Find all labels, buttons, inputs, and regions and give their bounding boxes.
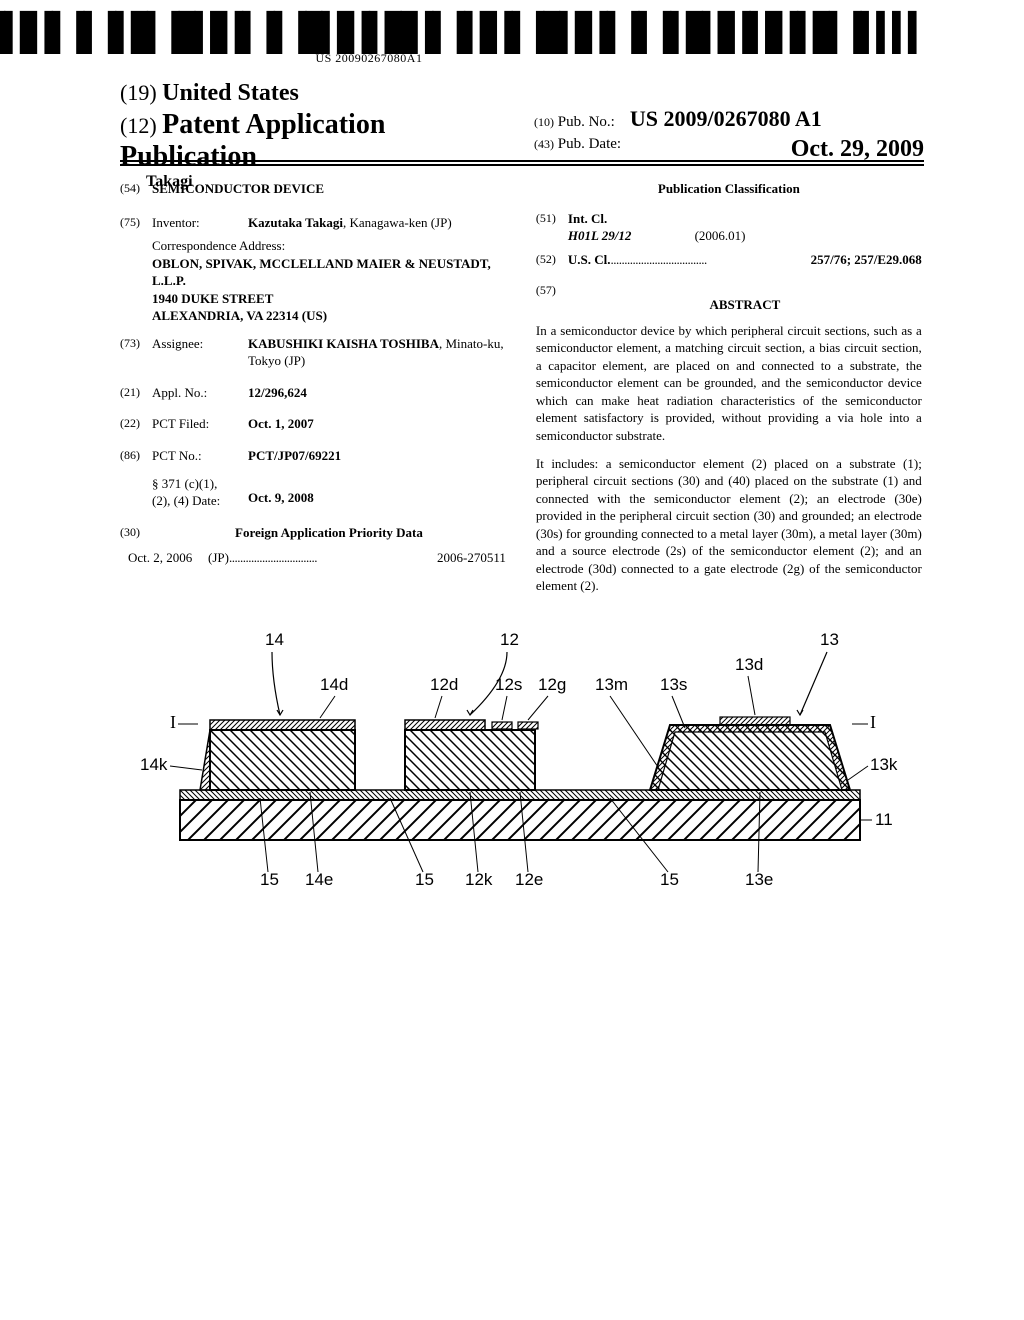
corr-line-3: ALEXANDRIA, VA 22314 (US) (152, 307, 506, 325)
corr-line-1: OBLON, SPIVAK, MCCLELLAND MAIER & NEUSTA… (152, 255, 506, 290)
applno-label: Appl. No.: (152, 384, 248, 402)
fig-label-14: 14 (265, 630, 284, 649)
inventor-name: Kazutaka Takagi (248, 215, 343, 230)
foreign-date: Oct. 2, 2006 (128, 549, 208, 567)
content-columns: (54) SEMICONDUCTOR DEVICE (75) Inventor:… (120, 180, 924, 605)
doc-type: Patent Application Publication (120, 109, 385, 172)
fig-label-14e: 14e (305, 870, 333, 889)
pubno-label: Pub. No.: (558, 114, 615, 130)
assignee-name: KABUSHIKI KAISHA TOSHIBA (248, 336, 439, 351)
inventor-loc: , Kanagawa-ken (JP) (343, 215, 452, 230)
patent-figure: 14 12 13 14d 12d 12s 12g 13m 13s 13d (130, 610, 900, 910)
barcode-icon: ▌▌▌▌▐█▌█▐█▌▐▌█▐▌▐▌▐▌█▌▐█▌█▐▌▐▌▐█▌█▐▌██▐▌… (0, 16, 924, 49)
fig-label-12k: 12k (465, 870, 493, 889)
inventor-label: Inventor: (152, 214, 248, 232)
dots-icon (611, 251, 707, 269)
foreign-num: (30) (120, 524, 152, 542)
intcl-label: Int. Cl. (568, 210, 922, 228)
right-column: Publication Classification (51) Int. Cl.… (536, 180, 922, 605)
header-rule-2 (120, 164, 924, 166)
fig-label-14d: 14d (320, 675, 348, 694)
header-left: (19) United States (12) Patent Applicati… (120, 80, 500, 191)
left-column: (54) SEMICONDUCTOR DEVICE (75) Inventor:… (120, 180, 506, 605)
intcl-num: (51) (536, 210, 568, 245)
fig-label-15-m: 15 (415, 870, 434, 889)
pctfiled-num: (22) (120, 415, 152, 433)
uscl-label: U.S. Cl. (568, 251, 611, 269)
appl-number: 12/296,624 (248, 384, 506, 402)
corr-line-2: 1940 DUKE STREET (152, 290, 506, 308)
fig-label-13: 13 (820, 630, 839, 649)
assignee-label: Assignee: (152, 335, 248, 370)
uscl-num: (52) (536, 251, 568, 269)
fig-label-13m: 13m (595, 675, 628, 694)
fig-label-12g: 12g (538, 675, 566, 694)
foreign-priority-row: Oct. 2, 2006 (JP) 2006-270511 (128, 549, 506, 567)
sec371-line-1: § 371 (c)(1), (152, 476, 217, 491)
fig-label-I-right: I (870, 712, 876, 732)
header-rule-1 (120, 160, 924, 162)
fig-label-12: 12 (500, 630, 519, 649)
fig-label-15-r: 15 (660, 870, 679, 889)
pubdate-label: Pub. Date: (558, 136, 621, 152)
corr-label: Correspondence Address: (152, 237, 506, 255)
fig-label-I-left: I (170, 712, 176, 732)
sec371-line-2: (2), (4) Date: (152, 493, 220, 508)
uscl-values: 257/76; 257/E29.068 (811, 251, 922, 269)
fig-label-13e: 13e (745, 870, 773, 889)
inventor-num: (75) (120, 214, 152, 232)
pub-class-heading: Publication Classification (536, 180, 922, 198)
pctno-label: PCT No.: (152, 447, 248, 465)
fig-label-13s: 13s (660, 675, 687, 694)
fig-label-14k: 14k (140, 755, 168, 774)
foreign-heading: Foreign Application Priority Data (152, 524, 506, 542)
pubno-num: (10) (534, 115, 554, 129)
pub-number: US 2009/0267080 A1 (630, 106, 822, 131)
header-right: (10) Pub. No.: US 2009/0267080 A1 (43) P… (534, 80, 924, 163)
pct-number: PCT/JP07/69221 (248, 447, 506, 465)
fig-label-11: 11 (875, 810, 893, 829)
country: United States (162, 80, 299, 106)
fig-label-13k: 13k (870, 755, 898, 774)
correspondence-block: Correspondence Address: OBLON, SPIVAK, M… (152, 237, 506, 325)
applno-num: (21) (120, 384, 152, 402)
title-num: (54) (120, 180, 152, 198)
line1-num: (19) (120, 80, 157, 105)
assignee-num: (73) (120, 335, 152, 370)
pctfiled-label: PCT Filed: (152, 415, 248, 433)
foreign-country: (JP) (208, 549, 229, 567)
fig-label-13d: 13d (735, 655, 763, 674)
invention-title: SEMICONDUCTOR DEVICE (152, 180, 324, 198)
intcl-year: (2006.01) (635, 228, 746, 243)
fig-label-12e: 12e (515, 870, 543, 889)
pub-date: Oct. 29, 2009 (791, 136, 924, 163)
intcl-code: H01L 29/12 (568, 228, 631, 243)
line2-num: (12) (120, 113, 157, 138)
abstract-paragraph-2: It includes: a semiconductor element (2)… (536, 455, 922, 595)
barcode-block: ▌▌▌▌▐█▌█▐█▌▐▌█▐▌▐▌▐▌█▌▐█▌█▐▌▐▌▐█▌█▐▌██▐▌… (0, 20, 924, 66)
dots-icon (229, 549, 317, 567)
sec371-date: Oct. 9, 2008 (248, 475, 506, 510)
abstract-paragraph-1: In a semiconductor device by which perip… (536, 322, 922, 445)
fig-label-12s: 12s (495, 675, 522, 694)
document-header: (19) United States (12) Patent Applicati… (120, 80, 924, 191)
fig-label-12d: 12d (430, 675, 458, 694)
fig-label-15-l: 15 (260, 870, 279, 889)
pct-filed-date: Oct. 1, 2007 (248, 415, 506, 433)
abstract-num: (57) (536, 282, 568, 322)
pubdate-num: (43) (534, 137, 554, 151)
abstract-heading: ABSTRACT (568, 296, 922, 314)
foreign-appno: 2006-270511 (437, 549, 506, 567)
pctno-num: (86) (120, 447, 152, 465)
